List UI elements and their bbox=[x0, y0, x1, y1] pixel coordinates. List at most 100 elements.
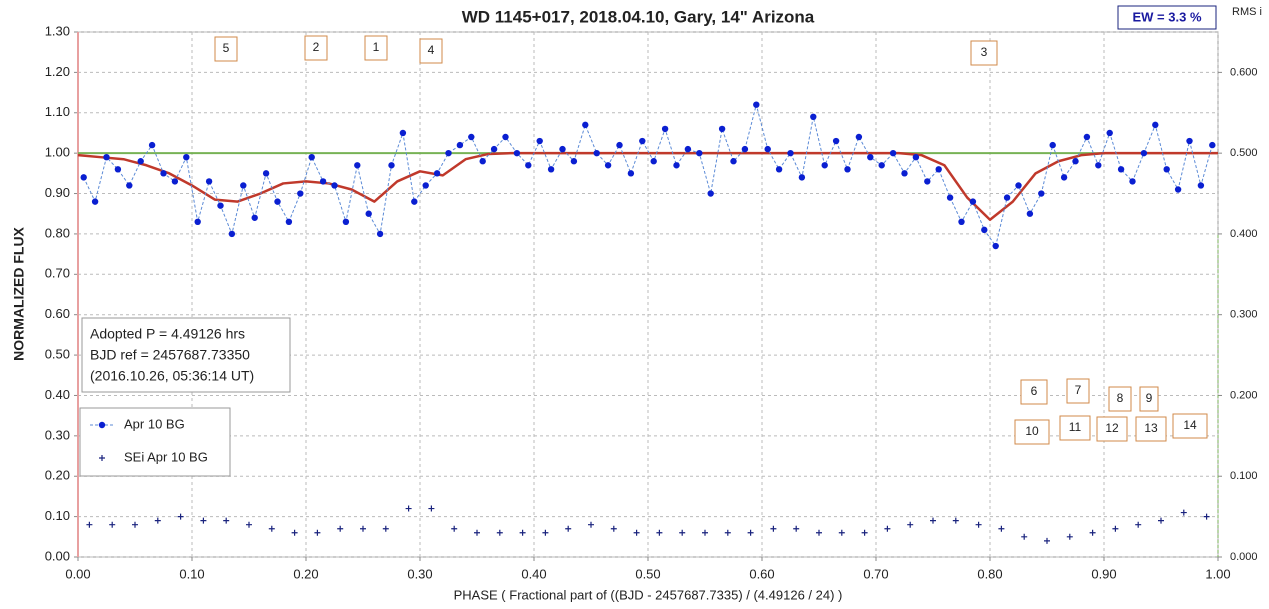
data-point bbox=[1015, 182, 1022, 189]
data-point bbox=[171, 178, 179, 185]
data-point bbox=[411, 198, 418, 205]
data-point bbox=[764, 145, 771, 153]
y2-axis-label: RMS i bbox=[1232, 6, 1262, 18]
annotation-label: 13 bbox=[1144, 421, 1158, 435]
data-point bbox=[91, 198, 99, 205]
data-point bbox=[633, 529, 640, 536]
annotation-label: 10 bbox=[1025, 424, 1039, 438]
x-tick-label: 0.20 bbox=[293, 566, 318, 581]
data-point bbox=[445, 149, 452, 157]
data-point bbox=[1095, 162, 1102, 169]
annotation-label: 2 bbox=[313, 40, 320, 54]
data-point bbox=[474, 529, 480, 536]
info-box bbox=[81, 317, 291, 393]
data-point bbox=[559, 145, 566, 153]
data-point bbox=[946, 194, 954, 201]
data-point bbox=[673, 162, 680, 169]
y-tick-label: 0.60 bbox=[45, 306, 70, 321]
x-tick-label: 0.50 bbox=[635, 566, 660, 581]
x-tick-label: 0.90 bbox=[1091, 566, 1116, 581]
data-point bbox=[205, 178, 213, 185]
annotation-box bbox=[1059, 415, 1091, 441]
data-point bbox=[422, 182, 429, 189]
info-text: Adopted P = 4.49126 hrs bbox=[90, 326, 245, 342]
data-point bbox=[319, 178, 327, 185]
data-point bbox=[975, 521, 982, 528]
data-point bbox=[399, 129, 407, 137]
annotation-box bbox=[1066, 378, 1090, 404]
data-point bbox=[285, 218, 293, 226]
data-point bbox=[1106, 129, 1113, 137]
data-point bbox=[251, 214, 258, 221]
data-point bbox=[838, 529, 845, 536]
y-tick-label: 0.50 bbox=[45, 347, 70, 362]
data-point bbox=[718, 125, 726, 133]
data-point bbox=[1186, 137, 1193, 145]
annotation-label: 5 bbox=[223, 41, 230, 55]
data-point bbox=[513, 149, 521, 157]
data-point bbox=[650, 158, 657, 165]
annotation-label: 4 bbox=[428, 43, 435, 57]
annotation-box bbox=[1108, 386, 1132, 412]
data-point bbox=[1174, 186, 1182, 193]
annotation-label: 8 bbox=[1117, 391, 1124, 405]
y-tick-label: 1.20 bbox=[45, 64, 70, 79]
data-point bbox=[753, 101, 760, 108]
annotation-label: 9 bbox=[1146, 391, 1153, 405]
data-point bbox=[217, 202, 224, 209]
data-point bbox=[228, 230, 236, 238]
data-point bbox=[365, 210, 372, 217]
x-axis-label: PHASE ( Fractional part of ((BJD - 24576… bbox=[454, 587, 843, 602]
y-tick-label: 0.90 bbox=[45, 185, 70, 200]
data-point bbox=[314, 529, 321, 536]
data-point bbox=[1180, 509, 1187, 516]
data-point bbox=[519, 529, 526, 536]
y-axis-label: NORMALIZED FLUX bbox=[11, 226, 27, 360]
data-point bbox=[376, 230, 384, 238]
model-line bbox=[77, 151, 1218, 222]
data-point bbox=[639, 137, 646, 145]
data-point bbox=[565, 525, 572, 532]
annotation-box bbox=[364, 35, 388, 61]
data-point bbox=[223, 517, 230, 524]
data-point bbox=[702, 529, 708, 536]
data-point bbox=[240, 182, 247, 189]
data-point bbox=[154, 517, 161, 524]
data-point bbox=[1117, 166, 1125, 173]
data-point bbox=[889, 149, 897, 157]
data-point bbox=[730, 158, 737, 165]
data-point bbox=[747, 529, 754, 536]
data-point bbox=[1112, 525, 1119, 532]
data-point bbox=[200, 517, 207, 524]
data-point bbox=[1140, 149, 1148, 157]
data-point bbox=[844, 166, 851, 173]
data-point bbox=[992, 242, 999, 250]
plot-area bbox=[77, 31, 1219, 558]
y-tick-label: 0.20 bbox=[45, 468, 70, 483]
data-point bbox=[1163, 166, 1170, 173]
data-point bbox=[405, 505, 412, 512]
data-point bbox=[354, 162, 361, 169]
data-point bbox=[810, 113, 817, 121]
data-point bbox=[588, 521, 594, 528]
data-point bbox=[901, 170, 908, 177]
data-point bbox=[274, 198, 281, 205]
annotation-label: 11 bbox=[1069, 420, 1082, 434]
data-point bbox=[1089, 529, 1096, 536]
data-point bbox=[616, 141, 623, 149]
data-point bbox=[456, 141, 464, 149]
legend bbox=[79, 407, 231, 477]
ew-box bbox=[1117, 5, 1217, 30]
ew-label: EW = 3.3 % bbox=[1133, 9, 1202, 24]
data-point bbox=[177, 513, 184, 520]
x-tick-label: 0.60 bbox=[749, 566, 774, 581]
annotation-box bbox=[1096, 416, 1128, 442]
data-point bbox=[1158, 517, 1164, 524]
data-point bbox=[388, 162, 395, 169]
annotation-label: 14 bbox=[1183, 418, 1197, 432]
data-point bbox=[935, 166, 942, 173]
data-point bbox=[861, 529, 868, 536]
data-point bbox=[998, 525, 1005, 532]
data-point bbox=[1203, 513, 1210, 520]
